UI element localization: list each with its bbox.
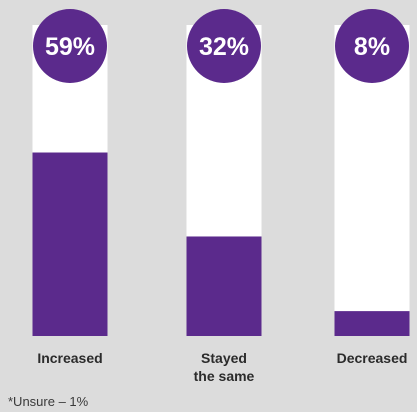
bar-increased [32, 152, 108, 336]
value-badge-stayed-the-same [187, 9, 261, 83]
category-label-increased: Increased [37, 350, 103, 366]
value-label-increased: 59% [45, 33, 95, 61]
value-badge-decreased [335, 9, 409, 83]
category-label-decreased: Decreased [336, 350, 408, 366]
bar-decreased [334, 311, 410, 336]
footnote: *Unsure – 1% [8, 394, 89, 409]
value-badge-increased [33, 9, 107, 83]
value-label-stayed-the-same: 32% [199, 33, 249, 61]
value-label-decreased: 8% [354, 33, 390, 61]
category-label-stayed-the-same: Stayed the same [193, 350, 255, 384]
bar-stayed-the-same [186, 236, 262, 336]
